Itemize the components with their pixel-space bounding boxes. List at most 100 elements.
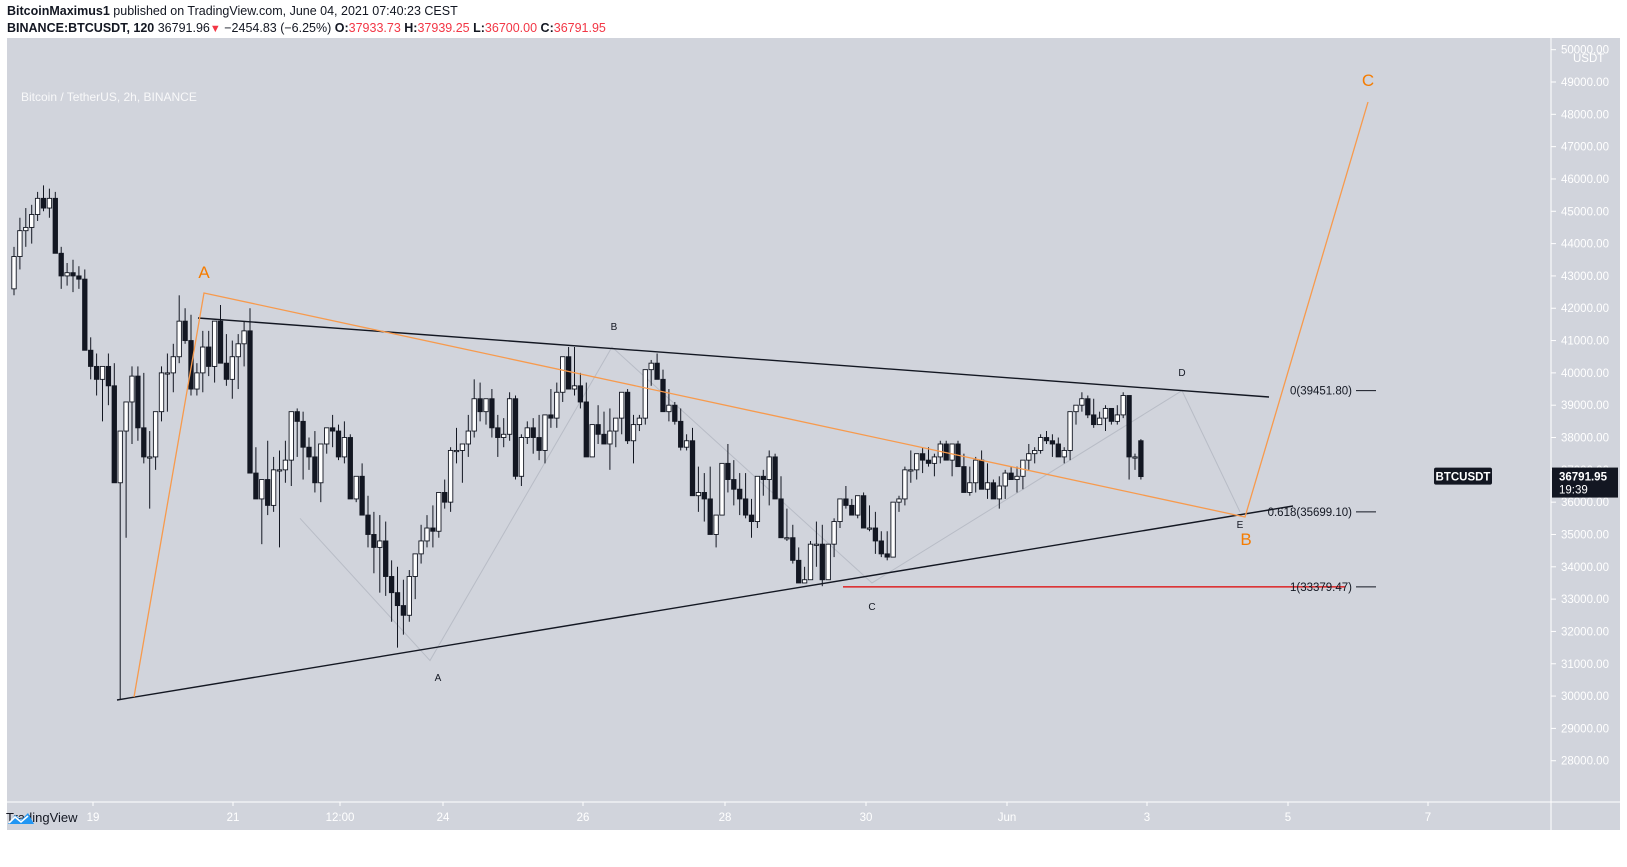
candle	[866, 527, 873, 530]
candle	[660, 378, 666, 413]
candle	[973, 459, 979, 484]
orange-wave-label: A	[198, 263, 210, 282]
candle	[530, 427, 536, 438]
chart-canvas[interactable]: 28000.00 29000.00 30000.00 31000.00 32000.00…	[7, 38, 1620, 830]
candle	[967, 482, 973, 493]
candle	[512, 398, 519, 477]
candle	[335, 430, 342, 458]
candle	[29, 214, 35, 228]
symbol-info: BINANCE:BTCUSDT, 120 36791.96▼ −2454.83 …	[7, 21, 606, 35]
candle	[1108, 407, 1115, 422]
time-tick-label: 12:00	[326, 812, 355, 824]
upper-trendline[interactable]	[197, 317, 1270, 398]
time-tick-label: 19	[87, 812, 100, 824]
time-tick-label: 3	[1144, 812, 1150, 824]
candle	[442, 492, 448, 503]
author-name[interactable]: BitcoinMaximus1	[7, 4, 110, 18]
price-tick-label: 34000.00	[1561, 562, 1609, 574]
minor-wave-label: D	[1178, 368, 1185, 379]
minor-wave-label: E	[1237, 520, 1244, 531]
price-tick-label: 28000.00	[1561, 756, 1609, 768]
candle	[872, 527, 879, 542]
currency-label: USDT	[1573, 53, 1604, 65]
symbol-name: BINANCE:BTCUSDT, 120	[7, 21, 155, 35]
publish-info: BitcoinMaximus1 published on TradingView…	[7, 4, 458, 18]
candle	[46, 197, 53, 209]
candle	[58, 252, 64, 277]
candle	[754, 475, 761, 523]
candle	[206, 346, 212, 367]
candle	[365, 514, 371, 535]
candle	[978, 459, 985, 490]
orange-wave-label: B	[1240, 530, 1251, 549]
candle	[984, 482, 991, 490]
candle	[412, 553, 418, 577]
candle	[294, 411, 300, 422]
candle	[223, 362, 230, 380]
candle	[825, 543, 831, 581]
candle	[152, 411, 159, 458]
candle	[1037, 437, 1044, 451]
time-tick-label: Jun	[998, 812, 1017, 824]
price-tick-label: 45000.00	[1561, 206, 1609, 218]
candle	[129, 375, 135, 403]
candle	[536, 437, 542, 451]
candle	[571, 385, 578, 390]
candle	[76, 275, 82, 280]
candle	[672, 404, 678, 422]
tradingview-logo[interactable]: TradingView	[6, 810, 78, 825]
candle	[194, 372, 200, 390]
candle	[784, 537, 790, 540]
candle	[99, 365, 106, 380]
candle	[701, 492, 707, 500]
candle	[1138, 440, 1144, 478]
candle	[1126, 395, 1132, 458]
lower-trendline[interactable]	[116, 505, 1294, 701]
price-axis[interactable]: 28000.00 29000.00 30000.00 31000.00 32000.00…	[1551, 45, 1609, 768]
orange-abc-wave[interactable]	[133, 101, 1369, 698]
candle	[141, 427, 147, 458]
candle	[878, 540, 884, 555]
candle	[288, 411, 294, 461]
candle	[400, 605, 407, 616]
chart-area[interactable]: 28000.00 29000.00 30000.00 31000.00 32000.00…	[7, 38, 1620, 830]
candle	[341, 437, 348, 458]
candle	[589, 424, 595, 458]
candle	[807, 543, 814, 581]
candle	[135, 375, 141, 429]
candle	[1008, 472, 1014, 480]
candle	[1073, 404, 1079, 413]
candle	[583, 401, 589, 458]
candle	[436, 492, 442, 532]
candle	[23, 226, 29, 232]
candle	[453, 449, 460, 453]
candle	[1055, 443, 1061, 458]
price-tick-label: 32000.00	[1561, 626, 1609, 638]
candle	[766, 456, 772, 480]
candle	[483, 398, 489, 413]
price-tick-label: 42000.00	[1561, 303, 1609, 315]
candle	[217, 320, 224, 364]
candle	[796, 559, 802, 584]
price-tick-label: 40000.00	[1561, 368, 1609, 380]
price-tick-label: 46000.00	[1561, 174, 1609, 186]
candle	[371, 534, 377, 548]
candle	[855, 495, 861, 516]
candle	[919, 453, 926, 461]
candle	[64, 272, 70, 277]
candle	[1091, 414, 1097, 426]
candle	[642, 369, 648, 419]
candle	[170, 356, 176, 374]
candle	[884, 553, 890, 558]
candle	[324, 427, 330, 445]
candle	[70, 272, 76, 277]
candle	[630, 424, 637, 442]
candle	[819, 543, 825, 581]
time-axis[interactable]: 19 21 12:00 24 26 28 30 Jun 3 5 7	[87, 802, 1432, 824]
candle	[471, 398, 477, 432]
candle	[837, 498, 843, 523]
price-tick-label: 41000.00	[1561, 336, 1609, 348]
time-tick-label: 7	[1425, 812, 1431, 824]
fib-label: 1(33379.47)	[1290, 582, 1352, 594]
candle	[200, 346, 206, 374]
